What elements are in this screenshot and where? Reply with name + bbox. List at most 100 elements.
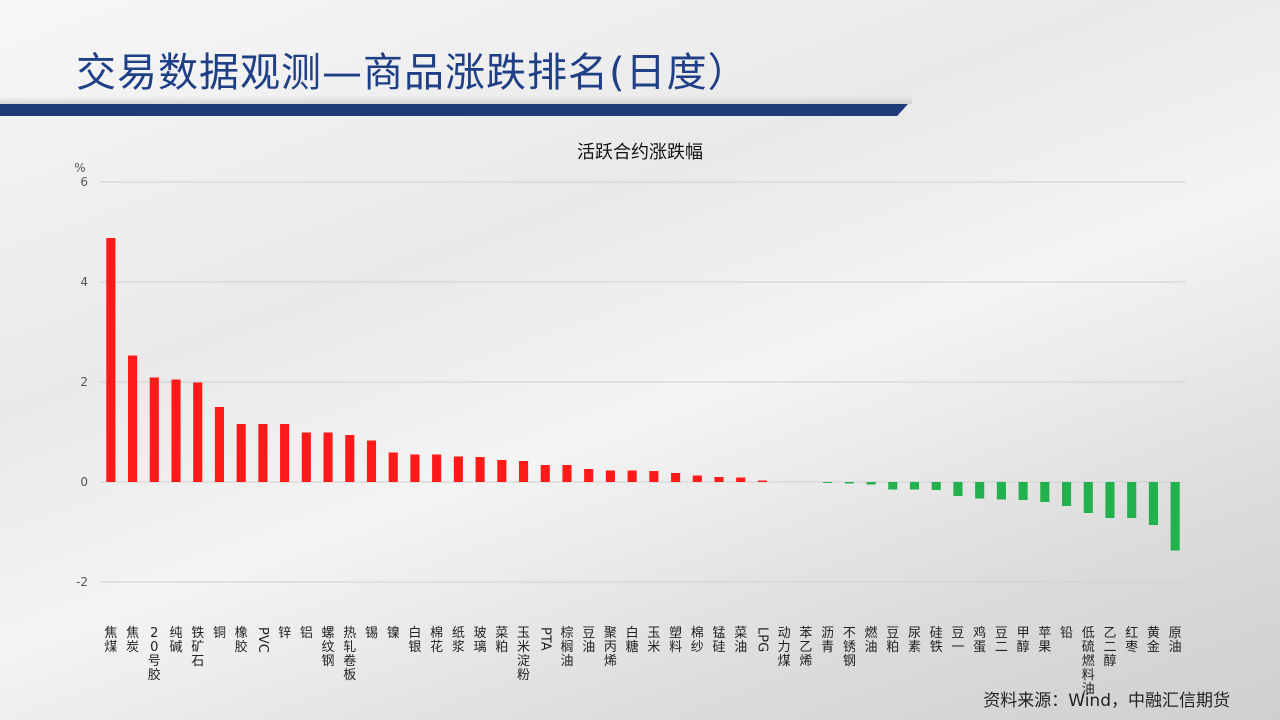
- bar: [280, 424, 290, 482]
- x-tick-label: 燃油: [865, 625, 878, 655]
- x-tick-label: PTA: [537, 627, 552, 651]
- bar: [1148, 482, 1158, 525]
- x-tick-label: 白糖: [626, 625, 639, 655]
- x-tick-label: 螺纹钢: [322, 626, 335, 669]
- bar: [236, 424, 246, 482]
- bar: [1018, 482, 1028, 500]
- bar: [975, 482, 985, 499]
- gridlines: [100, 181, 1186, 583]
- x-tick-label: 菜粕: [495, 626, 508, 655]
- x-tick-label: 焦煤: [104, 626, 117, 655]
- x-tick-label: 尿素: [908, 626, 921, 655]
- x-tick-label: 沥青: [821, 626, 834, 655]
- x-tick-label: 甲醇: [1017, 626, 1030, 655]
- x-tick-label: 苯乙烯: [799, 626, 812, 669]
- bar: [931, 482, 941, 490]
- x-tick-label: 棉纱: [691, 626, 704, 655]
- title-underline-bar: [0, 104, 908, 116]
- x-tick-label: 焦炭: [126, 626, 139, 655]
- y-tick-label: 4: [80, 275, 88, 289]
- bar: [584, 469, 594, 482]
- y-tick-label: 6: [80, 175, 88, 189]
- x-tick-label: 锡: [365, 626, 378, 641]
- bar: [736, 477, 746, 482]
- bar: [388, 452, 398, 482]
- bar: [953, 482, 963, 496]
- x-tick-label: 动力煤: [778, 626, 791, 669]
- y-tick-label: 2: [80, 375, 88, 389]
- slide-title: 交易数据观测—商品涨跌排名(日度）: [76, 50, 749, 96]
- x-tick-label: LPG: [754, 627, 769, 652]
- x-tick-label: 硅铁: [930, 626, 943, 655]
- bar: [671, 473, 681, 482]
- bar: [1127, 482, 1137, 518]
- x-tick-label: 黄金: [1147, 626, 1160, 655]
- bar: [996, 482, 1006, 500]
- x-tick-label: 低硫燃料油: [1082, 626, 1095, 697]
- bar: [562, 465, 572, 482]
- x-tick-label: 鸡蛋: [973, 625, 986, 655]
- x-tick-label: 乙二醇: [1103, 626, 1116, 669]
- bar: [757, 480, 768, 482]
- bar: [1083, 482, 1093, 513]
- x-tick-label: 塑料: [669, 626, 682, 655]
- source-note: 资料来源：Wind，中融汇信期货: [983, 691, 1230, 711]
- x-tick-label: 锰硅: [713, 626, 726, 655]
- bar: [605, 470, 615, 482]
- x-tick-label: 棉花: [430, 626, 443, 655]
- bar: [258, 424, 268, 482]
- x-tick-label: 棕榈油: [560, 626, 573, 669]
- bar: [345, 435, 355, 482]
- x-tick-label: 铜: [213, 626, 226, 641]
- x-tick-label: 铝: [300, 626, 313, 641]
- x-tick-label: 2 0 号胶: [148, 626, 161, 683]
- bar: [301, 432, 311, 482]
- bar: [692, 475, 702, 482]
- bar: [823, 482, 833, 483]
- x-tick-label: 苹果: [1038, 626, 1051, 655]
- bar: [627, 470, 637, 482]
- x-tick-label: 豆油: [582, 626, 595, 655]
- x-tick-label: 铅: [1060, 626, 1073, 641]
- x-tick-label: 玉米: [647, 626, 660, 655]
- x-tick-label: 白银: [408, 625, 421, 655]
- x-tick-label: 豆二: [995, 626, 1008, 655]
- x-tick-label: 不锈钢: [843, 626, 856, 669]
- bar: [453, 456, 463, 482]
- x-tick-label: 玻璃: [474, 626, 487, 655]
- x-tick-label: 纸浆: [452, 626, 465, 655]
- x-tick-label: 红枣: [1125, 625, 1138, 655]
- x-tick-label: 锌: [278, 626, 291, 641]
- bar: [649, 471, 659, 482]
- x-tick-label: 镍: [387, 626, 400, 641]
- x-tick-label: 铁矿石: [191, 626, 204, 669]
- bar: [844, 482, 854, 484]
- bar: [193, 382, 203, 482]
- bar: [1061, 482, 1072, 506]
- bar: [518, 461, 529, 482]
- bar: [540, 465, 550, 482]
- bar: [909, 482, 920, 490]
- x-tick-label: 豆粕: [886, 626, 899, 655]
- bar: [714, 477, 724, 482]
- y-axis-unit: %: [74, 161, 85, 175]
- bar: [1040, 482, 1050, 502]
- bar: [106, 238, 116, 482]
- bar: [366, 440, 377, 482]
- bar: [128, 355, 138, 482]
- x-tick-label: 菜油: [734, 626, 747, 655]
- bar: [432, 454, 442, 482]
- bar: [214, 407, 225, 482]
- bar: [1105, 482, 1115, 518]
- x-tick-label: 豆一: [951, 626, 964, 655]
- x-tick-label: 原油: [1169, 626, 1182, 655]
- bar: [866, 482, 876, 485]
- bar: [475, 457, 485, 482]
- bar: [410, 454, 420, 482]
- bars: [106, 238, 1180, 551]
- bar: [888, 482, 898, 490]
- x-tick-label: PVC: [255, 627, 270, 653]
- chart-title: 活跃合约涨跌幅: [577, 142, 703, 163]
- y-tick-label: -2: [76, 575, 88, 589]
- bar: [149, 377, 159, 482]
